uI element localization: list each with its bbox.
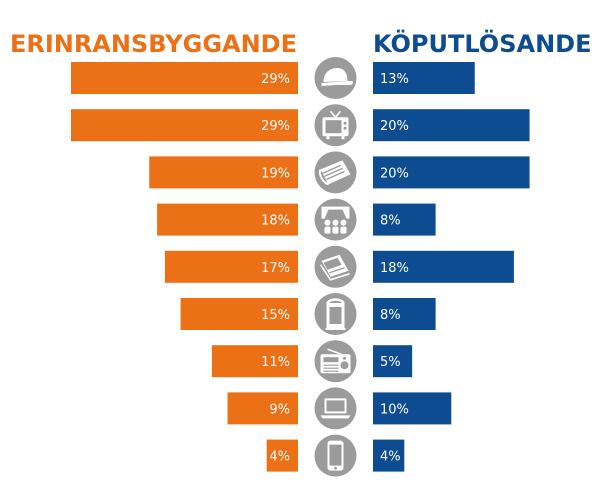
radio-icon <box>314 340 357 383</box>
right-bar <box>373 298 436 330</box>
laptop-icon <box>314 387 357 430</box>
left-bar <box>266 439 298 472</box>
right-bar <box>373 109 530 142</box>
right-bar <box>373 250 514 283</box>
right-bar <box>373 156 530 189</box>
left-bar-label: 18% <box>261 214 290 229</box>
right-bar-label: 10% <box>380 402 409 417</box>
right-bar <box>373 439 405 472</box>
left-bars: 29% 29% 19% 18% 17% 15% 11% 9% 4% <box>71 62 298 472</box>
magazine-icon <box>314 245 357 288</box>
left-bar <box>164 250 298 283</box>
cap-icon <box>314 57 357 99</box>
left-series-title: ERINRANSBYGGANDE <box>9 30 297 58</box>
left-bar-label: 15% <box>261 308 290 323</box>
right-bar <box>373 203 436 236</box>
right-bar-label: 4% <box>380 450 401 465</box>
category-icons <box>314 57 357 477</box>
right-bar <box>373 62 475 94</box>
smartphone-icon <box>314 434 357 477</box>
left-bar <box>211 345 298 378</box>
left-bar-label: 9% <box>269 402 290 417</box>
right-bars: 13% 20% 20% 8% 18% 8% 5% 10% 4% <box>373 62 530 472</box>
right-bar-label: 8% <box>380 214 401 229</box>
cinema-icon <box>314 198 357 241</box>
right-bar-label: 20% <box>380 119 409 134</box>
left-bar-label: 11% <box>261 355 290 370</box>
left-bar-label: 17% <box>261 261 290 276</box>
left-bar <box>149 156 298 189</box>
left-bar-label: 4% <box>269 450 290 465</box>
right-bar-label: 18% <box>380 261 409 276</box>
left-bar <box>227 392 298 425</box>
right-series-title: KÖPUTLÖSANDE <box>373 30 592 58</box>
left-bar-label: 29% <box>261 119 290 134</box>
right-bar-label: 5% <box>380 355 401 370</box>
right-bar <box>373 392 452 425</box>
right-bar-label: 13% <box>380 72 409 87</box>
right-bar <box>373 345 413 378</box>
left-bar <box>71 109 298 142</box>
tv-icon <box>314 104 357 147</box>
newspaper-icon <box>314 151 357 194</box>
left-bar <box>71 62 298 94</box>
right-bar-label: 20% <box>380 166 409 181</box>
left-bar <box>180 298 298 330</box>
right-bar-label: 8% <box>380 308 401 323</box>
outdoor-poster-icon <box>314 293 357 335</box>
left-bar <box>157 203 298 236</box>
left-bar-label: 19% <box>261 166 290 181</box>
left-bar-label: 29% <box>261 72 290 87</box>
